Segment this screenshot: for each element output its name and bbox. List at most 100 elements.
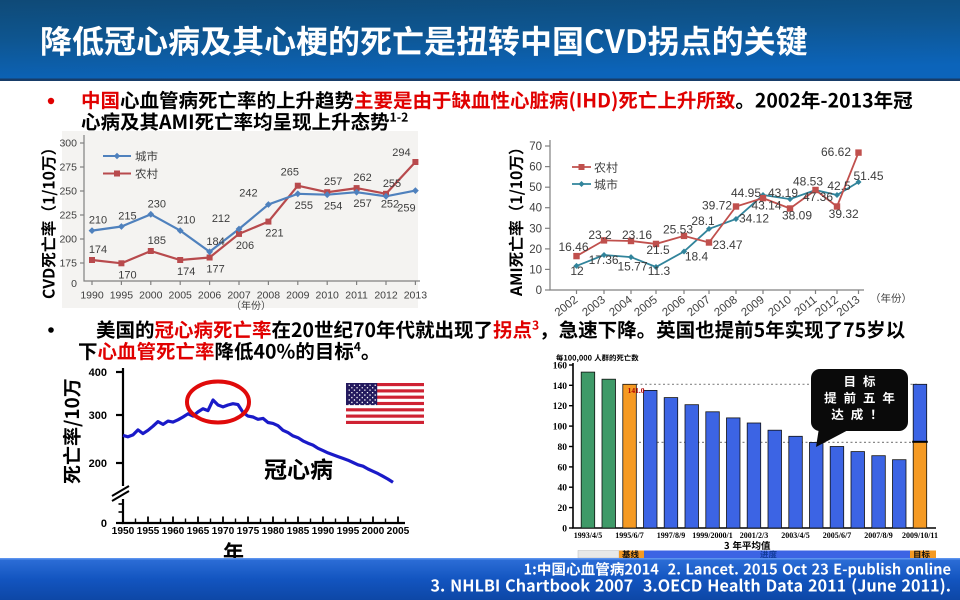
svg-text:2013: 2013 — [404, 290, 428, 302]
svg-text:11.3: 11.3 — [648, 264, 671, 278]
svg-text:38.09: 38.09 — [782, 209, 812, 223]
svg-text:257: 257 — [324, 176, 342, 188]
svg-text:20: 20 — [529, 244, 542, 256]
svg-text:1960: 1960 — [162, 526, 185, 537]
svg-text:120: 120 — [553, 402, 568, 412]
svg-text:0: 0 — [101, 518, 107, 530]
svg-text:174: 174 — [177, 266, 195, 278]
svg-text:1970: 1970 — [212, 526, 235, 537]
svg-text:60: 60 — [529, 162, 542, 174]
svg-text:42.5: 42.5 — [827, 179, 851, 193]
svg-text:0: 0 — [71, 278, 77, 290]
svg-text:43.19: 43.19 — [768, 186, 798, 200]
svg-text:2005: 2005 — [169, 290, 193, 302]
svg-text:1990: 1990 — [312, 526, 335, 537]
svg-text:2012: 2012 — [813, 294, 841, 319]
svg-text:2005: 2005 — [387, 526, 410, 537]
svg-text:275: 275 — [59, 162, 77, 174]
svg-text:39.32: 39.32 — [829, 207, 859, 221]
svg-text:21.5: 21.5 — [646, 243, 670, 257]
svg-text:2009: 2009 — [739, 294, 767, 319]
svg-text:60: 60 — [558, 463, 568, 473]
svg-text:2011: 2011 — [792, 294, 819, 319]
svg-text:400: 400 — [89, 367, 107, 379]
svg-text:1995: 1995 — [110, 290, 134, 302]
svg-text:100: 100 — [553, 423, 568, 433]
svg-text:2009/10/11: 2009/10/11 — [902, 531, 938, 540]
svg-text:1950: 1950 — [112, 526, 135, 537]
svg-text:254: 254 — [324, 201, 342, 213]
svg-text:255: 255 — [295, 200, 313, 212]
svg-text:20: 20 — [558, 504, 568, 514]
svg-text:1995: 1995 — [337, 526, 360, 537]
svg-text:12: 12 — [570, 264, 584, 278]
svg-text:0: 0 — [562, 525, 567, 535]
svg-text:262: 262 — [353, 172, 371, 184]
svg-text:210: 210 — [89, 215, 107, 227]
svg-text:2008: 2008 — [712, 294, 740, 319]
svg-text:70: 70 — [529, 141, 542, 153]
svg-text:10: 10 — [529, 264, 542, 276]
svg-text:185: 185 — [148, 235, 166, 247]
svg-text:23.2: 23.2 — [588, 228, 612, 242]
svg-text:15.77: 15.77 — [617, 260, 647, 274]
svg-text:200: 200 — [89, 458, 107, 470]
svg-text:170: 170 — [118, 269, 136, 281]
svg-text:39.72: 39.72 — [702, 199, 732, 213]
svg-text:1980: 1980 — [262, 526, 285, 537]
svg-text:2000: 2000 — [139, 290, 163, 302]
svg-text:18.4: 18.4 — [685, 250, 709, 264]
svg-text:257: 257 — [353, 198, 371, 210]
svg-text:30: 30 — [529, 223, 542, 235]
svg-text:2013: 2013 — [835, 294, 863, 319]
svg-text:0: 0 — [536, 285, 542, 297]
svg-text:294: 294 — [392, 147, 410, 159]
svg-text:252: 252 — [381, 198, 399, 210]
svg-text:2010: 2010 — [766, 294, 794, 319]
svg-text:2004: 2004 — [607, 294, 635, 320]
svg-text:184: 184 — [206, 236, 224, 248]
svg-text:2005/6/7: 2005/6/7 — [823, 531, 851, 540]
svg-text:250: 250 — [59, 186, 77, 198]
svg-text:1965: 1965 — [187, 526, 210, 537]
svg-text:2006: 2006 — [660, 294, 688, 319]
svg-text:242: 242 — [239, 187, 257, 199]
svg-text:206: 206 — [236, 240, 254, 252]
svg-text:225: 225 — [59, 210, 77, 222]
svg-text:40: 40 — [558, 484, 568, 494]
svg-text:44.95: 44.95 — [731, 186, 761, 200]
svg-text:1997/8/9: 1997/8/9 — [657, 531, 685, 540]
svg-text:2007/8/9: 2007/8/9 — [864, 531, 892, 540]
svg-text:221: 221 — [265, 228, 283, 240]
svg-text:50: 50 — [529, 182, 542, 194]
svg-text:177: 177 — [206, 264, 224, 276]
svg-text:17.36: 17.36 — [589, 253, 619, 267]
svg-text:16.46: 16.46 — [558, 240, 588, 254]
svg-text:255: 255 — [383, 178, 401, 190]
svg-text:140: 140 — [553, 382, 568, 392]
svg-text:141.0: 141.0 — [628, 386, 645, 395]
svg-text:2010: 2010 — [316, 290, 340, 302]
svg-text:200: 200 — [59, 234, 77, 246]
svg-text:2008: 2008 — [257, 290, 281, 302]
svg-text:28.1: 28.1 — [691, 214, 715, 228]
svg-text:2002: 2002 — [553, 294, 581, 319]
svg-text:1999/2000/1: 1999/2000/1 — [692, 531, 732, 540]
svg-text:1975: 1975 — [237, 526, 260, 537]
svg-text:2001/2/3: 2001/2/3 — [740, 531, 768, 540]
svg-text:300: 300 — [89, 410, 107, 422]
svg-text:2003: 2003 — [580, 294, 608, 319]
svg-text:230: 230 — [148, 198, 166, 210]
svg-text:175: 175 — [59, 258, 77, 270]
svg-text:2007: 2007 — [685, 294, 713, 319]
svg-text:40: 40 — [529, 203, 542, 215]
svg-text:34.12: 34.12 — [739, 212, 769, 226]
svg-text:215: 215 — [118, 211, 136, 223]
svg-text:2000: 2000 — [362, 526, 385, 537]
svg-text:2011: 2011 — [345, 290, 368, 302]
svg-text:48.53: 48.53 — [793, 175, 823, 189]
svg-text:1995/6/7: 1995/6/7 — [615, 531, 643, 540]
svg-text:265: 265 — [281, 167, 299, 179]
svg-text:1985: 1985 — [287, 526, 310, 537]
svg-text:300: 300 — [59, 138, 77, 150]
